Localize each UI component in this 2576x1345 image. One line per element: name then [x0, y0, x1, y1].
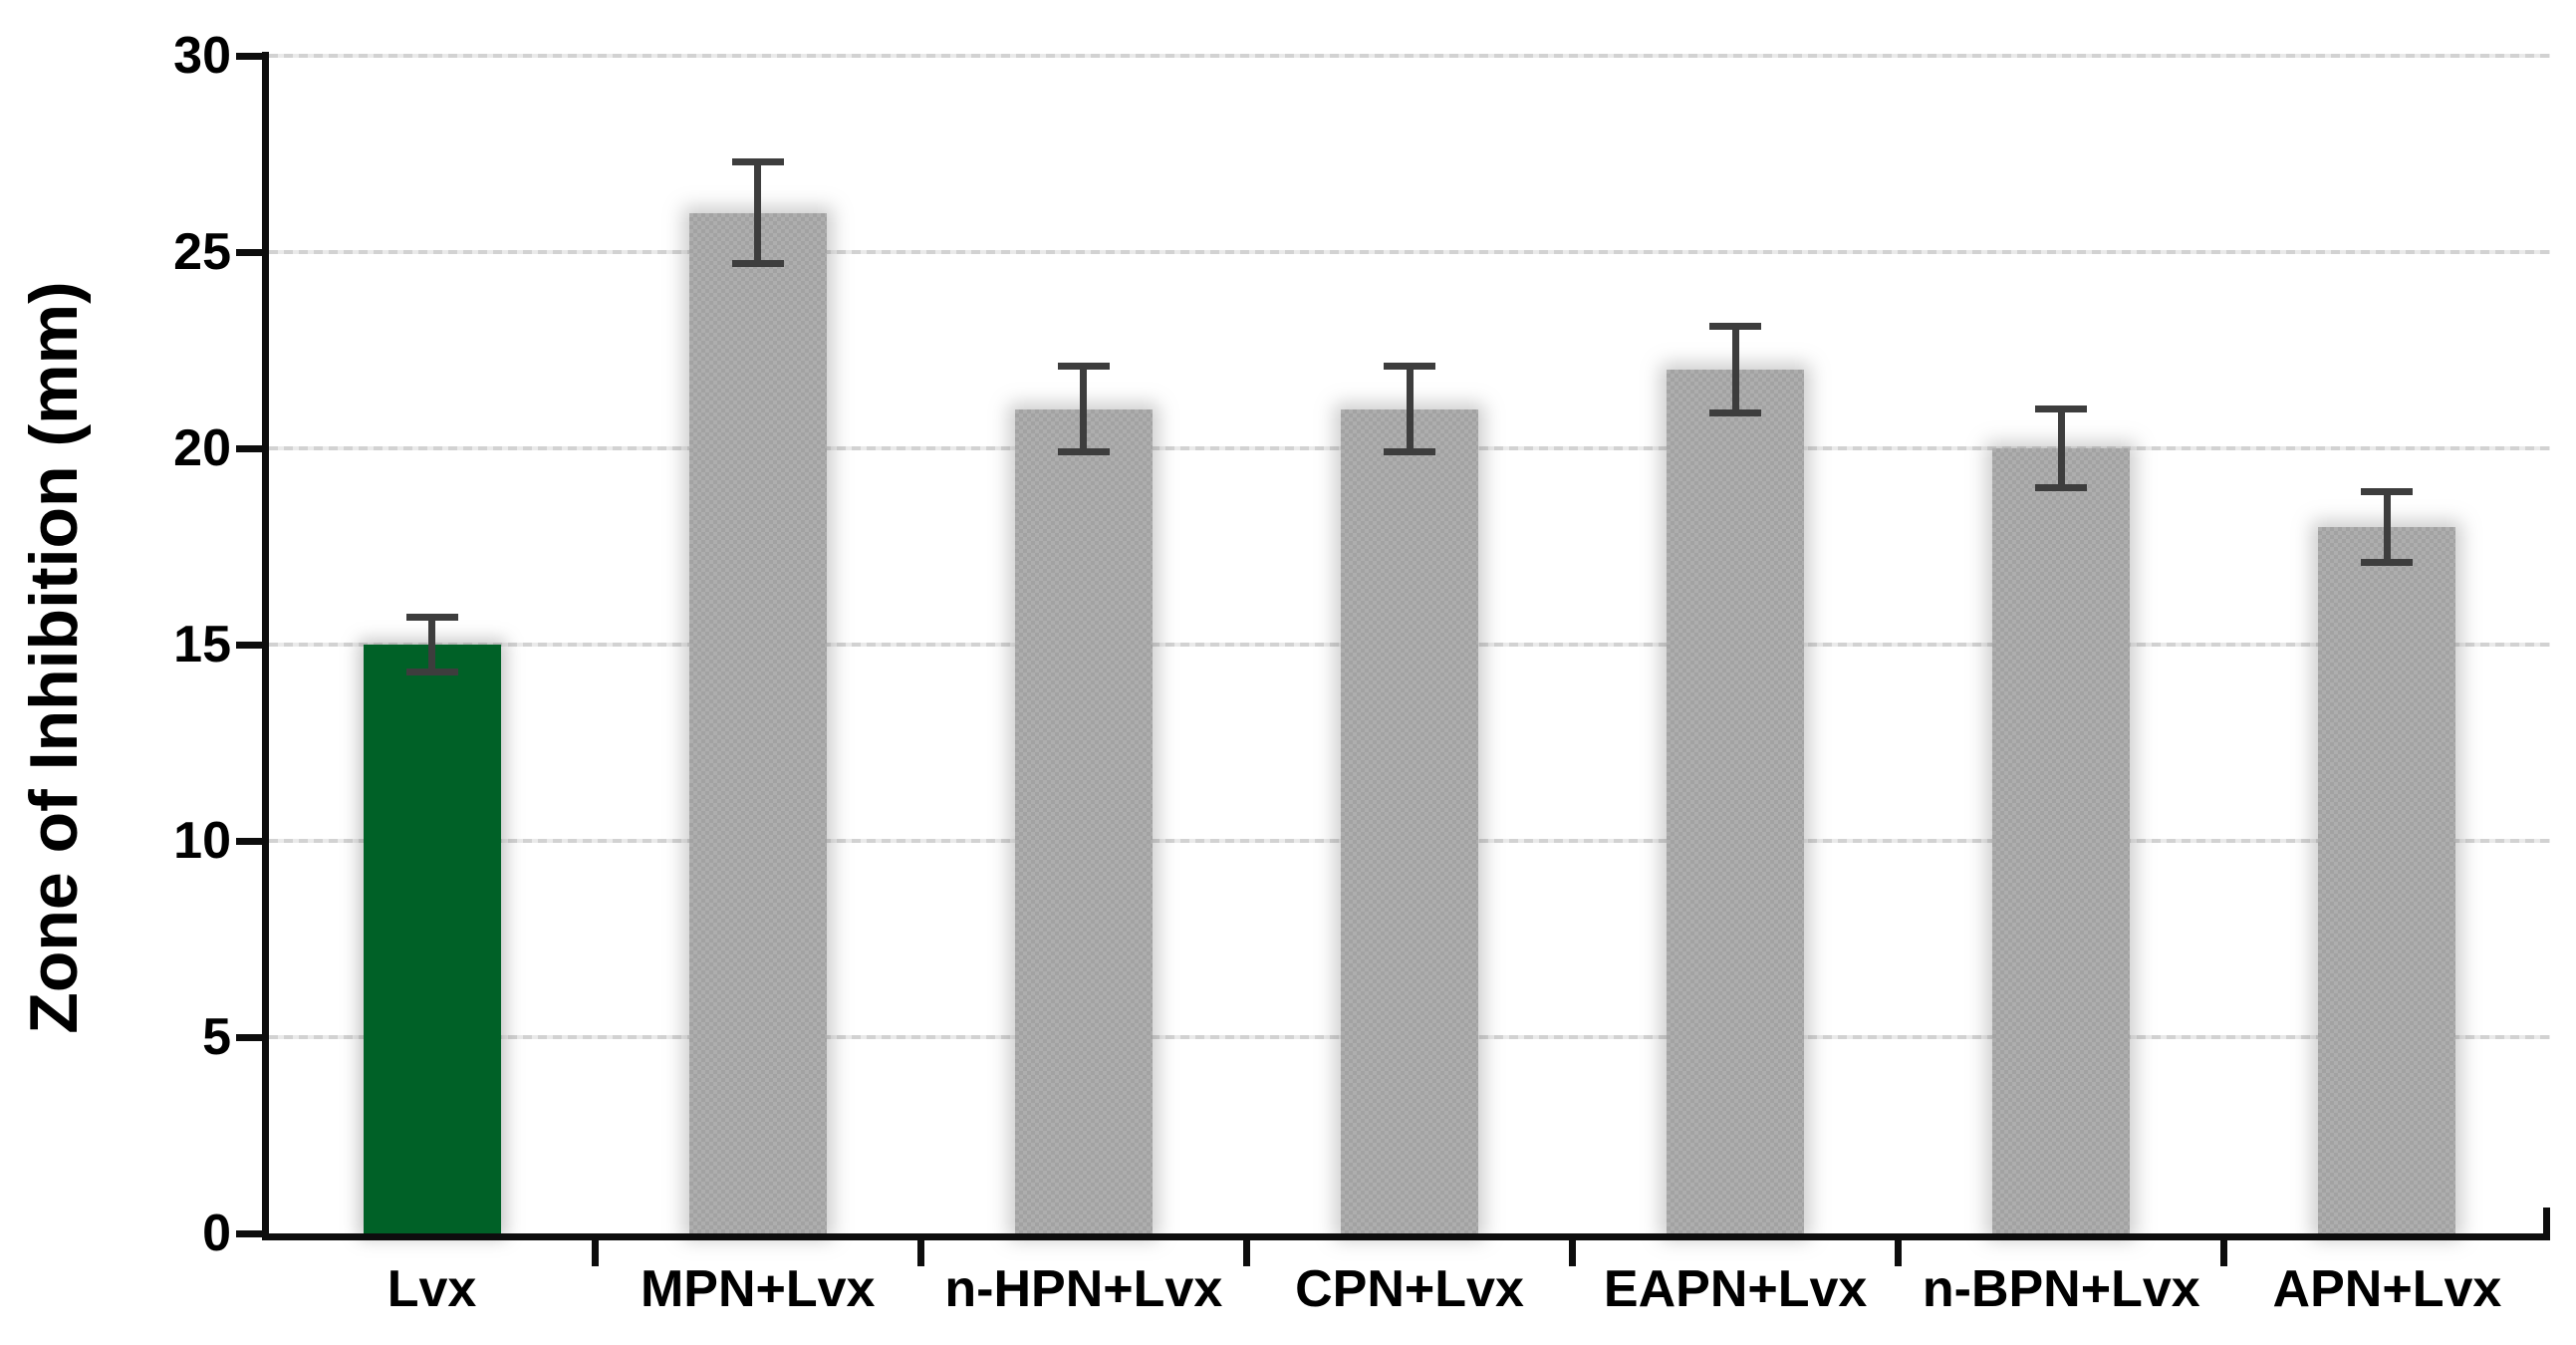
y-tick-30	[236, 53, 262, 60]
x-boundary-tick-2	[916, 1240, 924, 1266]
bar-CPN+Lvx	[1341, 408, 1478, 1233]
y-tick-20	[236, 445, 262, 452]
error-bar-n-BPN+Lvx	[2057, 408, 2065, 488]
y-tick-label-25: 25	[173, 223, 231, 281]
error-cap-bottom-Lvx	[405, 669, 458, 676]
error-cap-bottom-n-BPN+Lvx	[2035, 483, 2088, 491]
y-tick-0	[236, 1230, 262, 1237]
x-boundary-tick-1	[591, 1240, 599, 1266]
x-label-MPN+Lvx: MPN+Lvx	[640, 1260, 876, 1318]
error-cap-bottom-APN+Lvx	[2361, 558, 2414, 566]
x-axis-end-tick	[2543, 1208, 2550, 1233]
error-cap-top-EAPN+Lvx	[1709, 323, 1762, 331]
x-label-APN+Lvx: APN+Lvx	[2272, 1260, 2502, 1318]
y-tick-5	[236, 1034, 262, 1041]
error-bar-Lvx	[428, 617, 436, 672]
x-label-Lvx: Lvx	[386, 1260, 477, 1318]
y-tick-label-5: 5	[202, 1008, 231, 1066]
x-label-EAPN+Lvx: EAPN+Lvx	[1603, 1260, 1868, 1318]
error-bar-CPN+Lvx	[1406, 366, 1414, 452]
error-cap-top-n-HPN+Lvx	[1057, 362, 1110, 370]
bar-Lvx	[363, 645, 501, 1233]
y-tick-15	[236, 642, 262, 649]
gridline-30	[269, 54, 2550, 58]
x-boundary-tick-6	[2220, 1240, 2228, 1266]
error-cap-bottom-n-HPN+Lvx	[1057, 448, 1110, 456]
y-axis-line	[262, 52, 269, 1240]
error-bar-APN+Lvx	[2383, 491, 2391, 563]
x-boundary-tick-3	[1242, 1240, 1250, 1266]
bar-EAPN+Lvx	[1667, 370, 1805, 1233]
error-bar-EAPN+Lvx	[1731, 326, 1739, 413]
error-cap-bottom-MPN+Lvx	[731, 260, 784, 268]
error-bar-MPN+Lvx	[754, 161, 762, 264]
error-cap-top-MPN+Lvx	[731, 157, 784, 165]
x-label-CPN+Lvx: CPN+Lvx	[1295, 1260, 1524, 1318]
bar-MPN+Lvx	[688, 212, 827, 1233]
bar-n-HPN+Lvx	[1014, 408, 1153, 1233]
error-cap-top-Lvx	[405, 613, 458, 621]
x-boundary-tick-5	[1895, 1240, 1903, 1266]
bar-APN+Lvx	[2318, 526, 2456, 1233]
y-tick-label-0: 0	[202, 1205, 231, 1262]
gridline-25	[269, 250, 2550, 254]
y-tick-label-30: 30	[173, 27, 231, 85]
y-tick-25	[236, 249, 262, 256]
error-cap-bottom-CPN+Lvx	[1384, 448, 1435, 456]
y-tick-label-10: 10	[173, 812, 231, 870]
x-boundary-tick-4	[1569, 1240, 1577, 1266]
error-cap-top-n-BPN+Lvx	[2035, 405, 2088, 413]
y-tick-label-20: 20	[173, 419, 231, 477]
error-cap-top-CPN+Lvx	[1384, 362, 1435, 370]
error-cap-bottom-EAPN+Lvx	[1709, 409, 1762, 417]
x-label-n-BPN+Lvx: n-BPN+Lvx	[1922, 1260, 2200, 1318]
y-tick-label-15: 15	[173, 616, 231, 673]
bar-n-BPN+Lvx	[1992, 448, 2131, 1233]
y-tick-10	[236, 838, 262, 845]
error-cap-top-APN+Lvx	[2361, 487, 2414, 495]
error-bar-n-HPN+Lvx	[1080, 366, 1088, 452]
x-label-n-HPN+Lvx: n-HPN+Lvx	[944, 1260, 1223, 1318]
x-axis-line	[262, 1233, 2550, 1240]
